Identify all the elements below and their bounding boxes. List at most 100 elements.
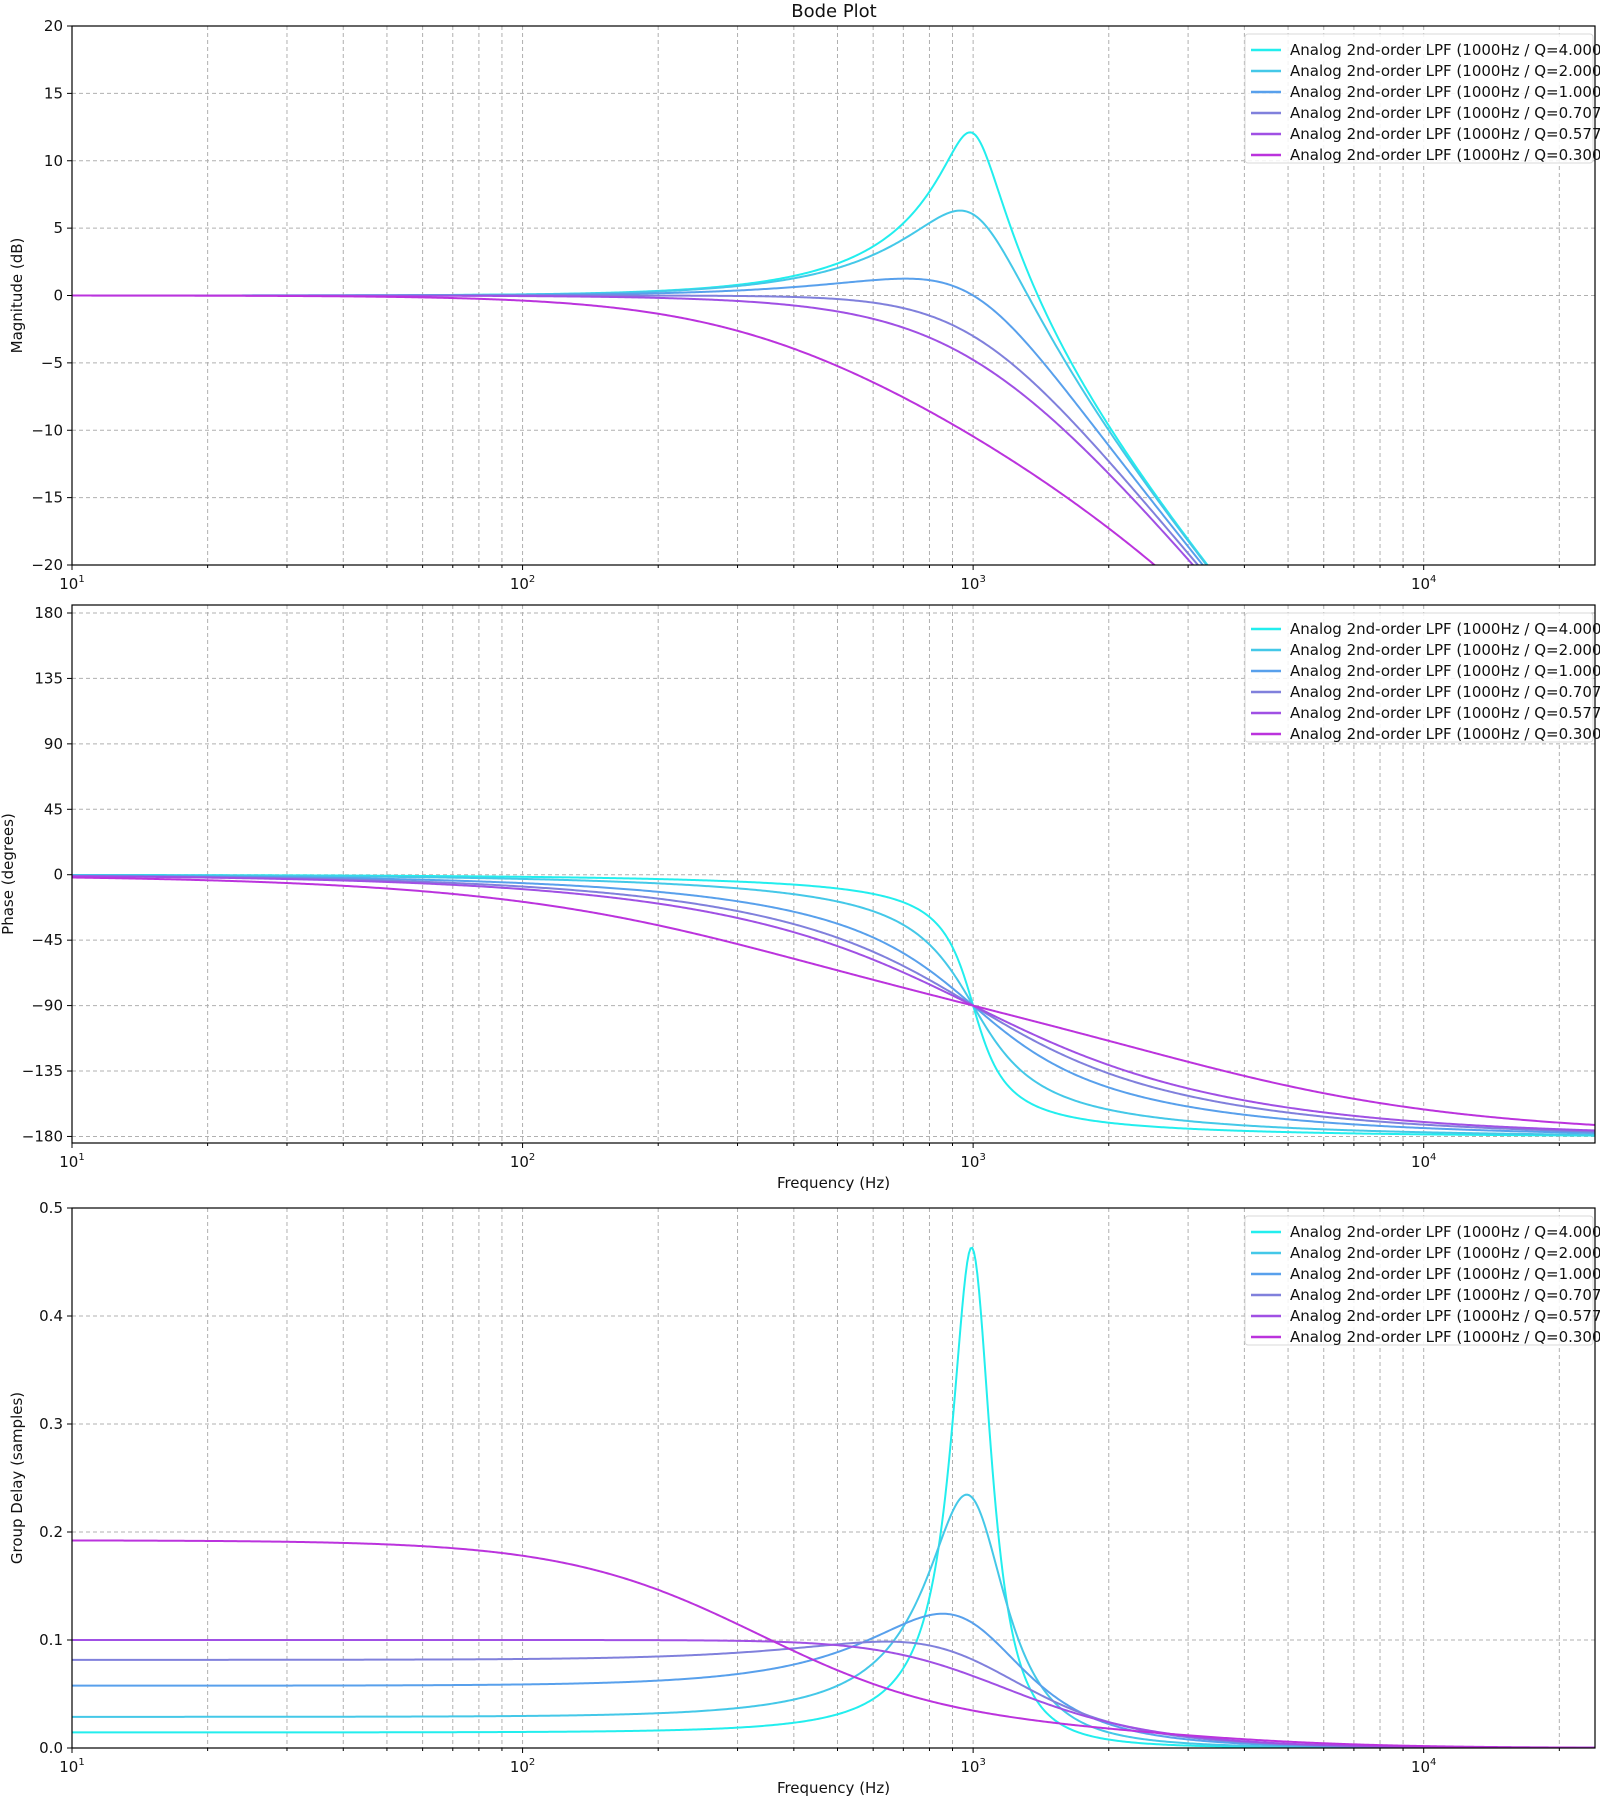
- x-tick-label: 101: [59, 574, 84, 593]
- panel-group_delay: 0.0 0.1 0.2 0.3 0.4 0.5 101 102 103 104 Group Dela…: [8, 1199, 1600, 1797]
- series-group: [72, 131, 1209, 565]
- x-tick-label: 104: [1411, 1152, 1436, 1171]
- series-line-q-2: [72, 209, 1208, 565]
- axes-frame: [71, 1207, 1596, 1749]
- legend-label: Analog 2nd-order LPF (1000Hz / Q=4.000): [1290, 620, 1600, 638]
- series-line-q-1: [72, 874, 1595, 1134]
- series-line-q-0.3: [72, 1539, 1595, 1748]
- series-group: [72, 1246, 1595, 1748]
- series-line-q-0.577: [72, 1639, 1595, 1748]
- legend-label: Analog 2nd-order LPF (1000Hz / Q=2.000): [1290, 1244, 1600, 1262]
- y-tick-label: 180: [34, 604, 63, 622]
- y-tick-label: −90: [31, 997, 63, 1015]
- legend: Analog 2nd-order LPF (1000Hz / Q=4.000) A…: [1244, 1215, 1600, 1346]
- series-line-q-0.707: [72, 294, 1200, 565]
- x-tick-label-exponent: 2: [529, 1757, 535, 1768]
- y-tick-label: 0: [53, 287, 63, 305]
- axes-frame: [71, 25, 1596, 566]
- x-tick-label-exponent: 1: [78, 1152, 84, 1163]
- legend: Analog 2nd-order LPF (1000Hz / Q=4.000) A…: [1244, 612, 1600, 743]
- x-tick-label-exponent: 3: [979, 1757, 985, 1768]
- series-line-q-1: [72, 1612, 1595, 1748]
- legend-label: Analog 2nd-order LPF (1000Hz / Q=0.707): [1290, 104, 1600, 122]
- legend-label: Analog 2nd-order LPF (1000Hz / Q=0.577): [1290, 125, 1600, 143]
- x-axis-label: Frequency (Hz): [777, 1779, 890, 1797]
- y-tick-label: 15: [44, 84, 63, 102]
- y-tick-label: 0.4: [39, 1307, 63, 1325]
- x-tick-label-exponent: 1: [78, 1757, 84, 1768]
- x-tick-label-exponent: 3: [979, 1152, 985, 1163]
- y-axis-label: Group Delay (samples): [8, 1392, 26, 1564]
- x-tick-label: 103: [960, 1757, 985, 1776]
- x-tick-label: 104: [1411, 574, 1436, 593]
- chart-title: Bode Plot: [791, 1, 877, 22]
- series-line-q-0.577: [72, 875, 1595, 1132]
- y-axis-label: Magnitude (dB): [8, 238, 26, 354]
- series-line-q-0.707: [72, 874, 1595, 1133]
- y-tick-label: 10: [44, 152, 63, 170]
- legend-box: [1244, 1215, 1594, 1346]
- legend-label: Analog 2nd-order LPF (1000Hz / Q=2.000): [1290, 641, 1600, 659]
- x-tick-label-exponent: 2: [529, 1152, 535, 1163]
- x-tick-label-exponent: 3: [979, 574, 985, 585]
- series-line-q-4: [72, 873, 1595, 1137]
- y-tick-label: −10: [31, 421, 63, 439]
- x-tick-label: 102: [510, 574, 535, 593]
- legend-label: Analog 2nd-order LPF (1000Hz / Q=4.000): [1290, 41, 1600, 59]
- y-tick-label: 0.0: [39, 1739, 63, 1757]
- y-tick-label: 0.2: [39, 1523, 63, 1541]
- y-tick-label: 0: [53, 866, 63, 884]
- y-tick-label: 90: [44, 735, 63, 753]
- legend-label: Analog 2nd-order LPF (1000Hz / Q=0.577): [1290, 1307, 1600, 1325]
- series-line-q-0.3: [72, 876, 1595, 1126]
- series-line-q-2: [72, 1493, 1595, 1748]
- legend-label: Analog 2nd-order LPF (1000Hz / Q=0.707): [1290, 683, 1600, 701]
- legend-box: [1244, 33, 1594, 164]
- series-line-q-0.577: [72, 294, 1195, 565]
- legend-label: Analog 2nd-order LPF (1000Hz / Q=0.300): [1290, 1328, 1600, 1346]
- legend-label: Analog 2nd-order LPF (1000Hz / Q=4.000): [1290, 1223, 1600, 1241]
- x-tick-label-exponent: 2: [529, 574, 535, 585]
- y-tick-label: −180: [22, 1127, 63, 1145]
- legend-label: Analog 2nd-order LPF (1000Hz / Q=0.577): [1290, 704, 1600, 722]
- y-tick-label: −135: [22, 1062, 63, 1080]
- y-tick-label: 0.1: [39, 1631, 63, 1649]
- legend-label: Analog 2nd-order LPF (1000Hz / Q=1.000): [1290, 662, 1600, 680]
- legend-label: Analog 2nd-order LPF (1000Hz / Q=1.000): [1290, 83, 1600, 101]
- x-tick-label: 103: [960, 1152, 985, 1171]
- x-tick-label: 102: [510, 1757, 535, 1776]
- legend-label: Analog 2nd-order LPF (1000Hz / Q=0.707): [1290, 1286, 1600, 1304]
- y-axis-label: Phase (degrees): [0, 813, 17, 935]
- series-group: [72, 873, 1595, 1137]
- series-line-q-2: [72, 874, 1595, 1136]
- axes-frame: [71, 604, 1596, 1144]
- x-tick-label: 101: [59, 1152, 84, 1171]
- x-tick-label: 103: [960, 574, 985, 593]
- y-tick-label: 5: [53, 219, 63, 237]
- x-tick-label-exponent: 1: [78, 574, 84, 585]
- x-tick-label: 101: [59, 1757, 84, 1776]
- legend-label: Analog 2nd-order LPF (1000Hz / Q=0.300): [1290, 146, 1600, 164]
- y-tick-label: 20: [44, 17, 63, 35]
- y-tick-label: −15: [31, 489, 63, 507]
- panel-magnitude: −20 −15 −10 −5 0 5 10 15 20 101 102 103 104 Magnitude…: [8, 17, 1600, 593]
- y-tick-label: 0.3: [39, 1415, 63, 1433]
- legend-label: Analog 2nd-order LPF (1000Hz / Q=0.300): [1290, 725, 1600, 743]
- x-tick-label-exponent: 4: [1430, 1152, 1436, 1163]
- legend: Analog 2nd-order LPF (1000Hz / Q=4.000) A…: [1244, 33, 1600, 164]
- legend-label: Analog 2nd-order LPF (1000Hz / Q=1.000): [1290, 1265, 1600, 1283]
- series-line-q-0.3: [72, 294, 1157, 565]
- y-tick-label: 135: [34, 669, 63, 687]
- y-tick-label: −5: [41, 354, 63, 372]
- series-line-q-4: [72, 131, 1209, 565]
- y-tick-label: 0.5: [39, 1199, 63, 1217]
- panel-phase: −180 −135 −90 −45 0 45 90 135 180 101 102 103 104 Pha…: [0, 604, 1600, 1192]
- y-tick-label: −20: [31, 556, 63, 574]
- y-tick-label: −45: [31, 931, 63, 949]
- x-axis-label: Frequency (Hz): [777, 1174, 890, 1192]
- x-tick-label: 104: [1411, 1757, 1436, 1776]
- x-tick-label-exponent: 4: [1430, 574, 1436, 585]
- x-tick-label: 102: [510, 1152, 535, 1171]
- x-tick-label-exponent: 4: [1430, 1757, 1436, 1768]
